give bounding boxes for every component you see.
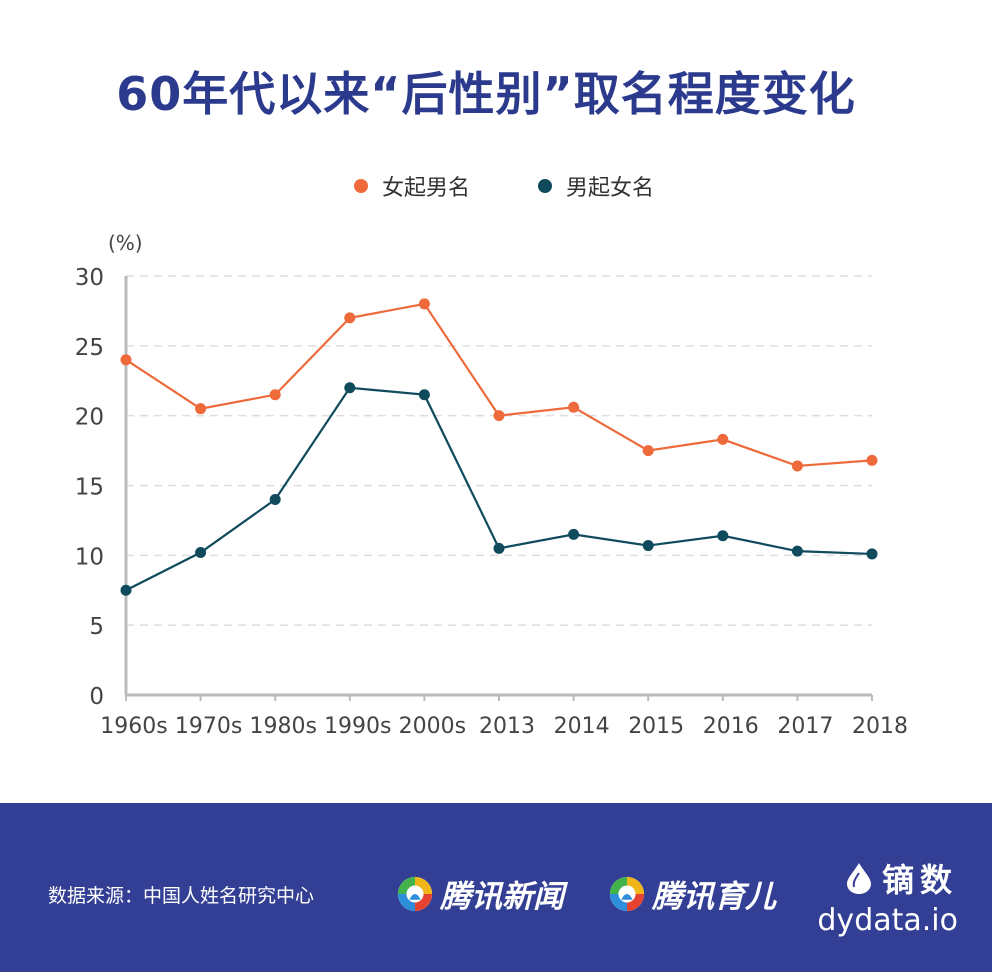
data-point [493, 542, 505, 554]
data-point [120, 354, 132, 366]
x-tick-label: 1980s [249, 714, 316, 739]
x-tick-label: 2017 [777, 714, 833, 739]
data-point [791, 545, 803, 557]
data-point [493, 410, 505, 422]
line-chart: 0 5 10 15 20 25 30(%) 1960s 1970s 1980s 1990s 2000s… [75, 231, 908, 739]
data-point [418, 389, 430, 401]
tencent-logo-icon [609, 876, 645, 911]
data-point [791, 460, 803, 472]
y-tick-label: 30 [75, 265, 104, 291]
x-tick-label: 2000s [399, 714, 466, 739]
y-tick-label: 25 [75, 335, 104, 361]
x-tick-label: 2016 [703, 714, 759, 739]
legend-dot-icon [354, 179, 368, 193]
legend-dot-icon [538, 179, 552, 193]
y-axis-label: (%) [108, 231, 143, 255]
data-point [642, 540, 654, 552]
y-tick-label: 20 [75, 405, 104, 431]
y-tick-label: 15 [75, 475, 104, 501]
data-point [344, 312, 356, 324]
data-point [642, 445, 654, 457]
y-tick-label: 10 [75, 544, 104, 570]
x-tick-label: 2018 [852, 714, 908, 739]
data-point [568, 401, 580, 413]
x-tick-label: 2014 [554, 714, 610, 739]
partner-tencent-news: 腾讯新闻 [396, 871, 564, 916]
legend-item-female-male: 女起男名 [354, 170, 470, 202]
data-point [866, 548, 878, 560]
brand-cn-text: 镝数 [881, 861, 958, 899]
tencent-logo-icon [397, 876, 433, 911]
legend-label: 女起男名 [382, 176, 471, 201]
data-point [418, 298, 430, 310]
x-tick-label: 1960s [100, 714, 167, 739]
brand-en-text: dydata.io [817, 903, 958, 938]
data-point [120, 584, 132, 596]
drop-leaf-icon [846, 863, 871, 894]
x-tick-label: 2013 [479, 714, 535, 739]
data-point [717, 433, 729, 445]
footer: 数据来源：中国人姓名研究中心 腾讯新闻 腾讯育儿 [0, 803, 992, 972]
data-point [269, 493, 281, 505]
y-tick-label: 0 [89, 684, 104, 710]
x-tick-label: 1990s [324, 714, 391, 739]
legend-item-male-female: 男起女名 [538, 170, 654, 202]
data-point [866, 454, 878, 466]
y-tick-label: 5 [89, 614, 104, 640]
data-point [195, 547, 207, 559]
x-tick-label: 2015 [628, 714, 684, 739]
data-point [195, 403, 207, 415]
legend: 女起男名 男起女名 [0, 170, 992, 202]
legend-label: 男起女名 [566, 176, 655, 201]
partner-name: 腾讯新闻 [440, 879, 564, 915]
data-point [568, 528, 580, 540]
data-point [344, 382, 356, 394]
chart-title: 60年代以来“后性别”取名程度变化 [116, 67, 856, 121]
brand-logo: 镝数 dydata.io [817, 855, 958, 938]
x-tick-label: 1970s [175, 714, 242, 739]
partner-name: 腾讯育儿 [652, 879, 776, 915]
partner-tencent-parenting: 腾讯育儿 [608, 871, 776, 916]
source-text: 数据来源：中国人姓名研究中心 [48, 885, 315, 907]
data-point [717, 530, 729, 542]
data-point [269, 389, 281, 401]
series-line-0 [125, 302, 873, 468]
